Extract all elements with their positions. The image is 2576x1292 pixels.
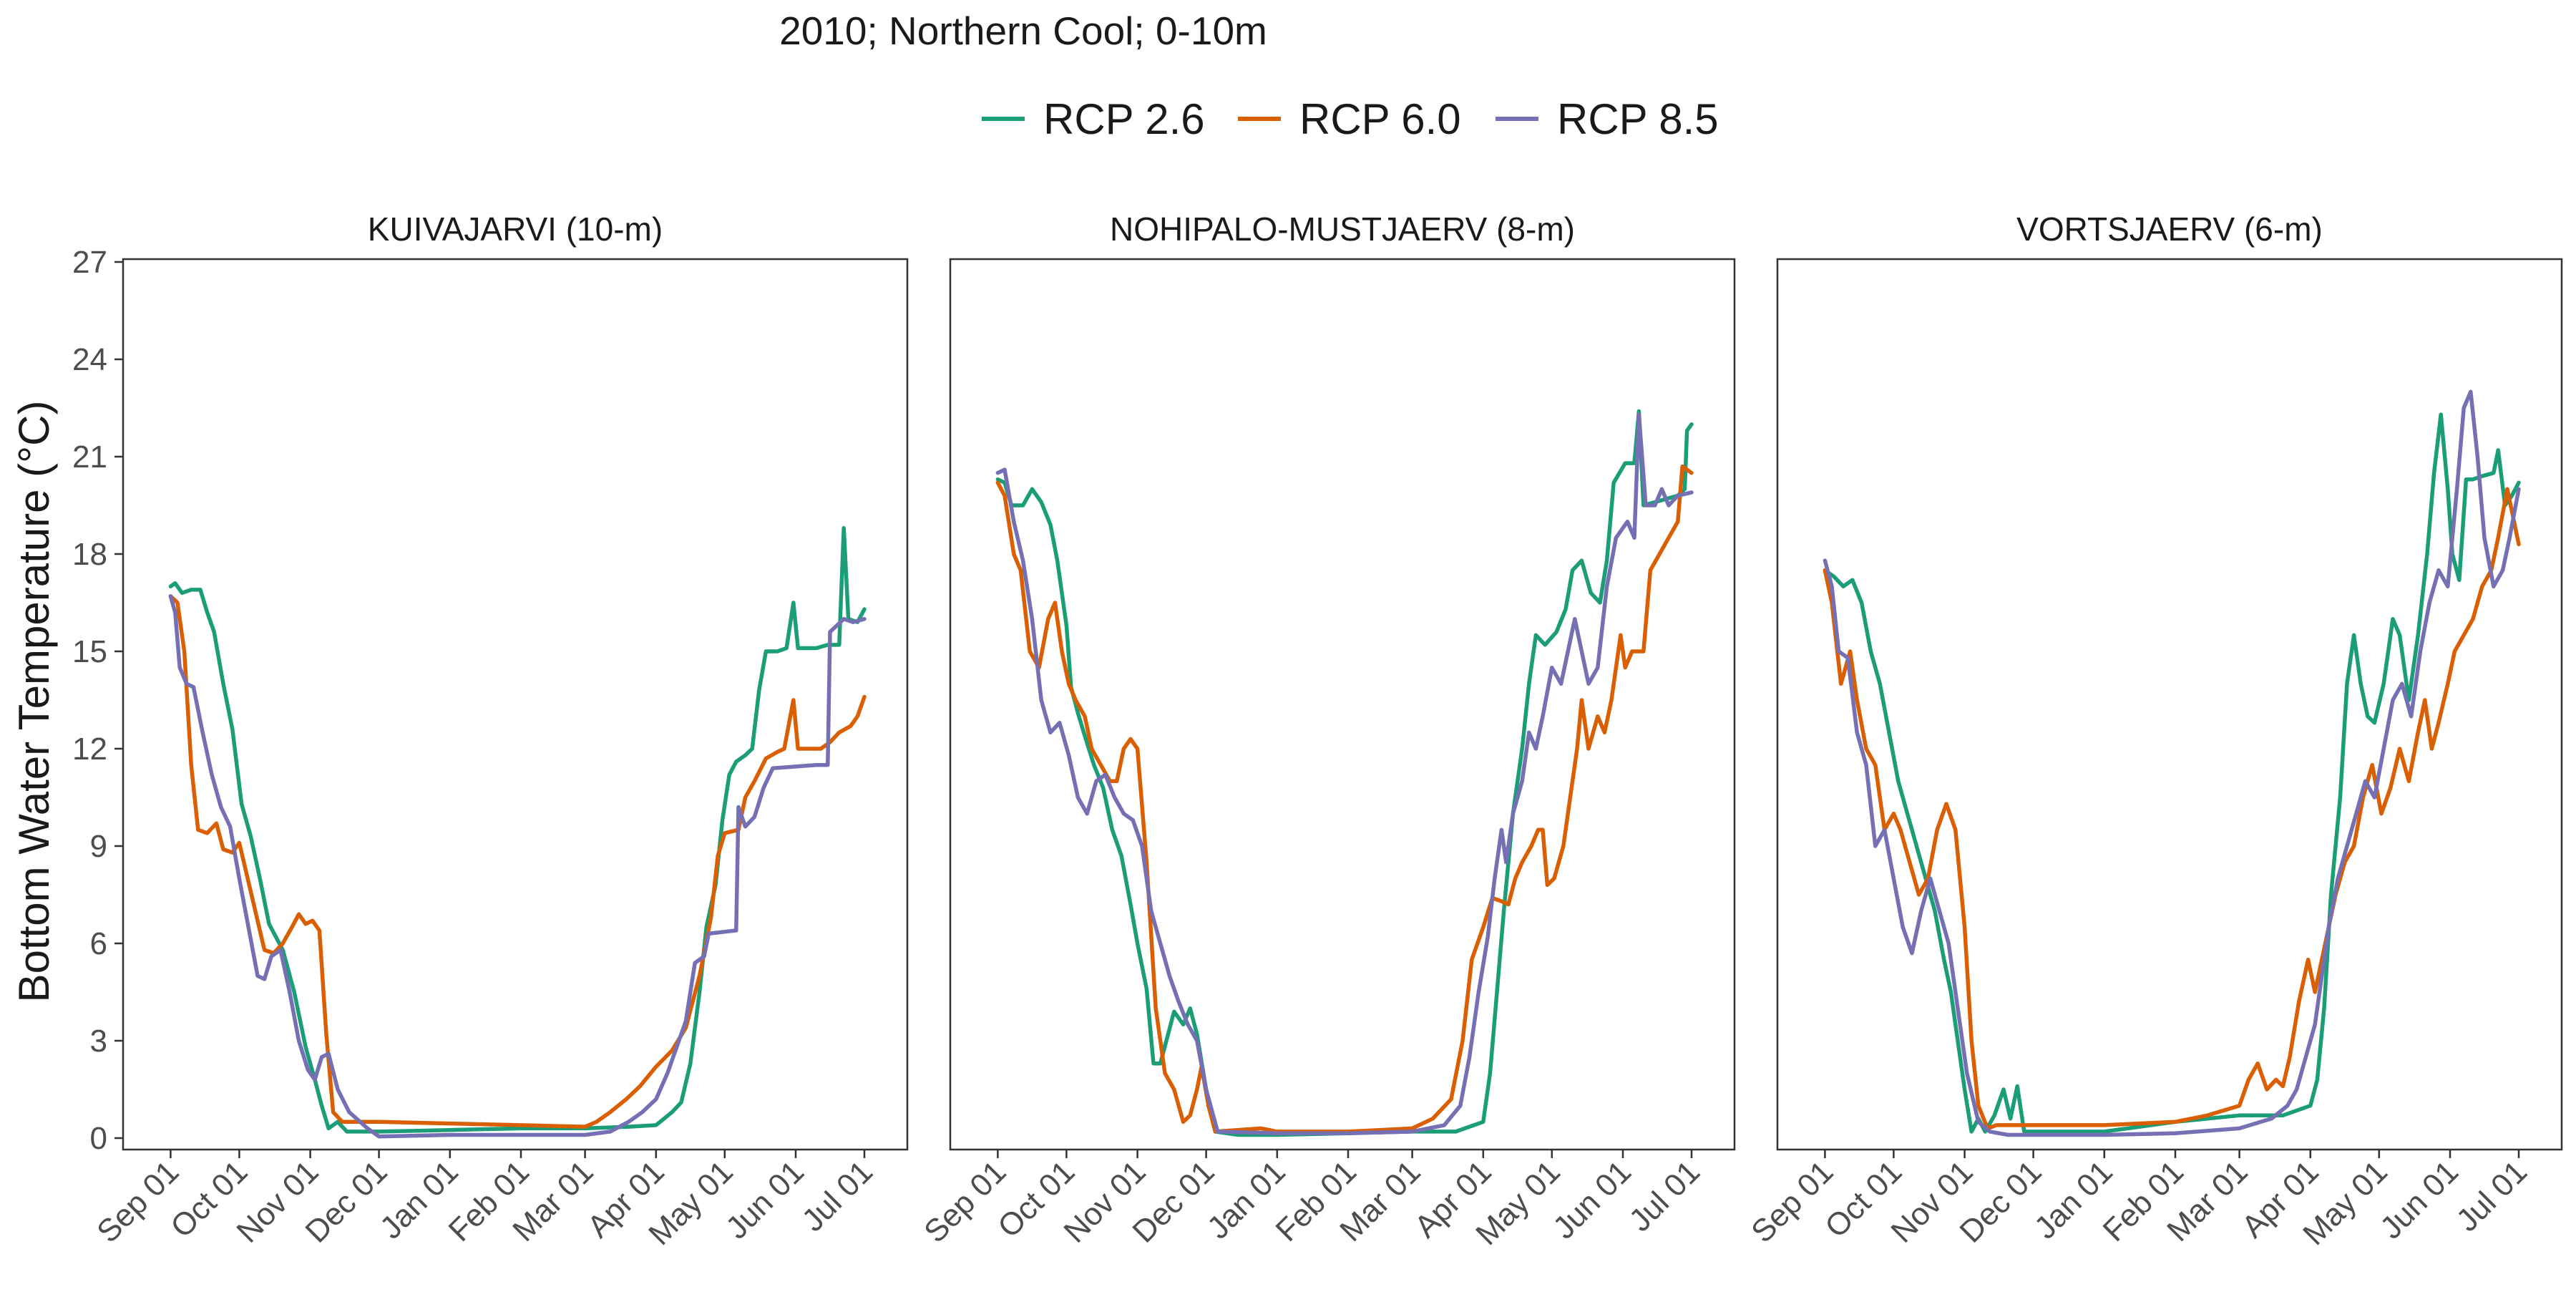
y-tick-label: 18 — [72, 537, 107, 572]
y-axis-label: Bottom Water Temperature (°C) — [10, 401, 58, 1003]
panel-frame — [1776, 258, 2563, 1151]
legend-label-rcp-2-6: RCP 2.6 — [1043, 95, 1205, 143]
series-line-rcp-2-6 — [1823, 412, 2521, 1134]
legend-label-rcp-8-5: RCP 8.5 — [1557, 95, 1719, 143]
panel-title: KUIVAJARVI (10-m) — [368, 210, 663, 248]
series-line-rcp-6-0 — [1823, 487, 2521, 1131]
panel-title: VORTSJAERV (6-m) — [2016, 210, 2323, 248]
y-tick-label: 6 — [90, 926, 107, 961]
panel-title: NOHIPALO-MUSTJAERV (8-m) — [1110, 210, 1575, 248]
y-tick-label: 9 — [90, 829, 107, 864]
y-tick-label: 24 — [72, 342, 107, 377]
y-tick-label: 21 — [72, 439, 107, 475]
series-line-rcp-8-5 — [168, 594, 867, 1139]
series-line-rcp-2-6 — [168, 525, 867, 1134]
y-tick-label: 3 — [90, 1024, 107, 1059]
y-tick-label: 15 — [72, 634, 107, 669]
y-tick-label: 12 — [72, 732, 107, 767]
panel-frame — [949, 258, 1736, 1151]
legend: RCP 2.6 RCP 6.0 RCP 8.5 — [982, 95, 1719, 143]
series-line-rcp-6-0 — [995, 464, 1694, 1134]
y-tick-label: 27 — [72, 245, 107, 280]
series-line-rcp-8-5 — [1823, 389, 2521, 1137]
series-line-rcp-8-5 — [995, 412, 1694, 1135]
panel-frame — [122, 258, 909, 1151]
legend-label-rcp-6-0: RCP 6.0 — [1299, 95, 1461, 143]
chart-title: 2010; Northern Cool; 0-10m — [779, 9, 1267, 53]
y-tick-label: 0 — [90, 1121, 107, 1156]
